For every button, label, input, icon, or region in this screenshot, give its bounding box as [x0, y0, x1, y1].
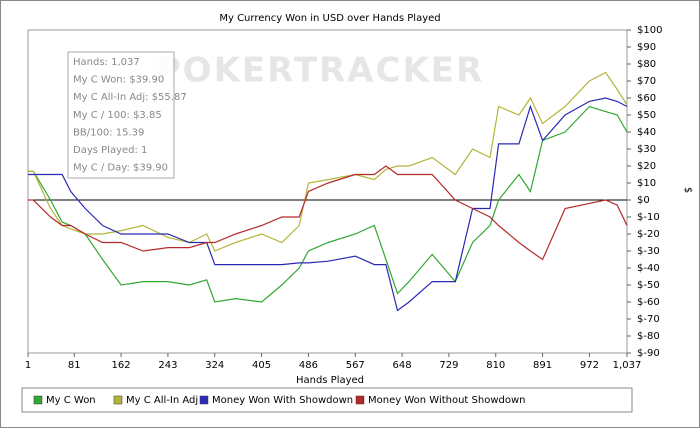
plot-area: [27, 29, 628, 354]
y-tick-label: $0: [637, 195, 650, 206]
x-tick-label: 243: [158, 360, 177, 371]
tooltip-line: Days Played: 1: [73, 145, 147, 156]
y-tick-label: $50: [637, 110, 656, 121]
y-tick-label: $70: [637, 76, 656, 87]
series-line: [28, 71, 628, 252]
series-line: [28, 165, 628, 261]
y-tick-label: $-80: [637, 331, 660, 342]
x-tick-label: 891: [533, 360, 552, 371]
y-tick-label: $90: [637, 42, 656, 53]
y-tick-label: $10: [637, 178, 656, 189]
y-tick-label: $100: [637, 25, 662, 36]
x-axis-label: Hands Played: [296, 375, 364, 386]
x-tick-label: 324: [205, 360, 224, 371]
legend-swatch: [355, 395, 365, 405]
x-tick-label: 486: [299, 360, 318, 371]
x-tick-label: 1,037: [613, 360, 642, 371]
legend-label: My C Won: [46, 395, 96, 406]
y-tick-label: $-10: [637, 212, 660, 223]
tooltip-box: [67, 51, 175, 179]
series-line: [28, 97, 628, 312]
x-tick-label: 162: [112, 360, 131, 371]
y-tick-label: $40: [637, 127, 656, 138]
legend-label: Money Won With Showdown: [212, 395, 353, 406]
x-tick-label: 648: [393, 360, 412, 371]
chart-title: My Currency Won in USD over Hands Played: [219, 13, 440, 24]
tooltip-line: My C / Day: $39.90: [73, 163, 168, 174]
tooltip-line: My C / 100: $3.85: [73, 110, 162, 121]
y-tick-label: $-40: [637, 263, 660, 274]
y-tick-label: $-90: [637, 348, 660, 359]
series-line: [28, 105, 628, 303]
tooltip-line: My C Won: $39.90: [73, 75, 164, 86]
x-tick-label: 567: [346, 360, 365, 371]
tooltip-line: BB/100: 15.39: [73, 127, 144, 138]
y-tick-label: $-20: [637, 229, 660, 240]
legend-label: My C All-In Adj: [126, 395, 198, 406]
x-tick-label: 405: [252, 360, 271, 371]
tooltip-line: Hands: 1,037: [73, 57, 140, 68]
tooltip-line: My C All-In Adj: $55.87: [73, 92, 187, 103]
x-tick-label: 1: [25, 360, 31, 371]
y-tick-label: $80: [637, 59, 656, 70]
y-tick-label: $-60: [637, 297, 660, 308]
legend-swatch: [33, 395, 43, 405]
x-tick-label: 729: [439, 360, 458, 371]
y-axis-label: $: [682, 187, 693, 193]
y-tick-label: $20: [637, 161, 656, 172]
legend-swatch: [199, 395, 209, 405]
legend-label: Money Won Without Showdown: [368, 395, 526, 406]
x-tick-label: 81: [68, 360, 81, 371]
legend-box: [21, 387, 633, 413]
legend-swatch: [113, 395, 123, 405]
y-tick-label: $-70: [637, 314, 660, 325]
x-tick-label: 810: [486, 360, 505, 371]
y-tick-label: $60: [637, 93, 656, 104]
x-tick-label: 972: [580, 360, 599, 371]
y-tick-label: $-50: [637, 280, 660, 291]
y-tick-label: $30: [637, 144, 656, 155]
y-tick-label: $-30: [637, 246, 660, 257]
watermark: POKERTRACKER: [156, 51, 484, 91]
